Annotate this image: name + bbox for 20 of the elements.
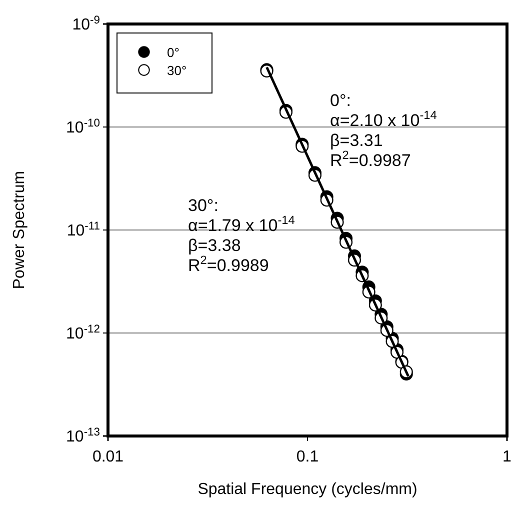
legend-label: 30° — [167, 63, 187, 78]
y-tick-label: 10$^{-12}$ — [66, 324, 100, 343]
x-axis-title: Spatial Frequency (cycles/mm) — [198, 481, 418, 498]
x-tick-label: 0.01 — [92, 448, 124, 466]
y-tick-label: 10$^{-10}$ — [66, 118, 100, 137]
annotation: β=3.38 — [188, 236, 241, 255]
x-tick-label: 1 — [502, 448, 512, 466]
annotation: R$^{2}$=0.9987 — [330, 148, 411, 170]
legend-label: 0° — [167, 45, 180, 60]
x-tick-label: 0.1 — [296, 448, 319, 466]
annotation: R$^{2}$=0.9989 — [188, 253, 269, 275]
y-tick-label: 10$^{-13}$ — [66, 426, 100, 446]
annotation: 30°: — [188, 196, 218, 215]
annotation: 0°: — [330, 91, 351, 110]
annotation: β=3.31 — [330, 131, 383, 150]
annotation: α=2.10 x 10$^{-14}$ — [330, 108, 438, 130]
y-tick-label: 10$^{-9}$ — [72, 14, 100, 34]
y-axis-title: Power Spectrum — [11, 170, 28, 290]
y-tick-label: 10$^{-11}$ — [66, 220, 100, 240]
annotation: α=1.79 x 10$^{-14}$ — [188, 213, 296, 235]
